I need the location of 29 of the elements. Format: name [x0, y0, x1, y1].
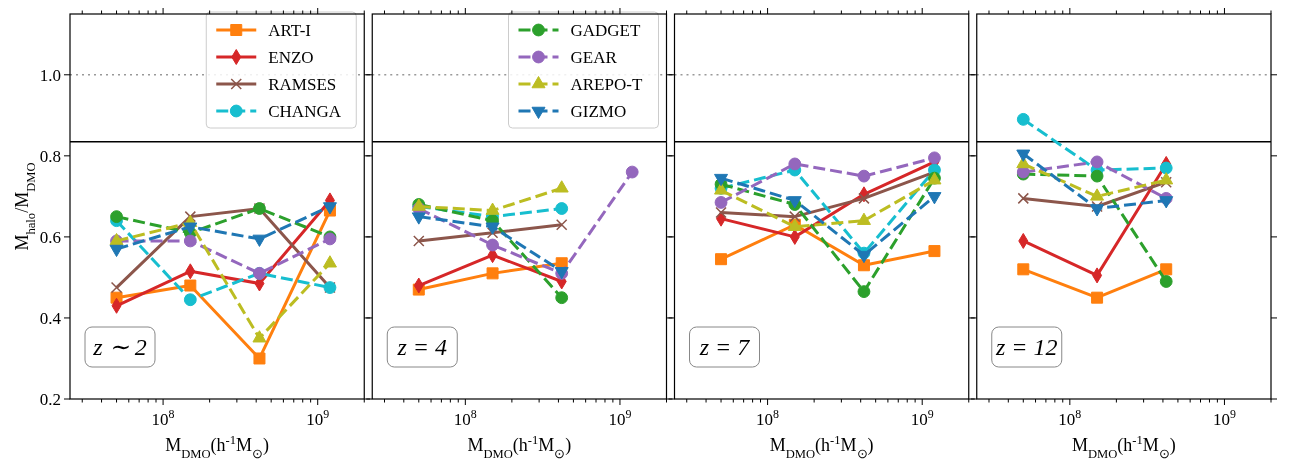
- x-axis-title: M$_{DMO}$(h$^{-1}$M$_{⊙}$): [769, 433, 874, 461]
- x-tick-label: 10$^{9}$: [910, 407, 934, 429]
- legend-label: RAMSES: [268, 75, 337, 94]
- annotation: z = 4: [396, 334, 448, 360]
- x-tick-label: 10$^{9}$: [608, 407, 632, 429]
- x-tick-label: 10$^{9}$: [1212, 407, 1236, 429]
- legend-label: CHANGA: [268, 102, 342, 121]
- legend-label: ART-I: [268, 21, 312, 40]
- annotation: z = 7: [698, 334, 751, 360]
- x-tick-label: 10$^{8}$: [151, 407, 175, 429]
- legend-label: AREPO-T: [570, 75, 643, 94]
- y-tick-label: 1.0: [39, 65, 61, 85]
- y-tick-label: 0.2: [39, 390, 61, 409]
- legend-label: GIZMO: [570, 102, 627, 121]
- x-tick-label: 10$^{8}$: [453, 407, 477, 429]
- y-tick-label: 0.4: [39, 308, 62, 328]
- legend-label: GEAR: [570, 48, 618, 67]
- legend-label: GADGET: [570, 21, 641, 40]
- x-tick-label: 10$^{8}$: [1058, 407, 1082, 429]
- x-tick-label: 10$^{8}$: [756, 407, 780, 429]
- legend-label: ENZO: [268, 48, 314, 67]
- annotation: z ∼ 2: [92, 334, 147, 360]
- y-tick-label: 0.8: [39, 146, 61, 166]
- x-axis-title: M$_{DMO}$(h$^{-1}$M$_{⊙}$): [165, 433, 270, 461]
- x-axis-title: M$_{DMO}$(h$^{-1}$M$_{⊙}$): [467, 433, 572, 461]
- annotation: z = 12: [994, 334, 1058, 360]
- y-tick-label: 0.6: [39, 227, 61, 247]
- x-axis-title: M$_{DMO}$(h$^{-1}$M$_{⊙}$): [1071, 433, 1176, 461]
- x-tick-label: 10$^{9}$: [306, 407, 330, 429]
